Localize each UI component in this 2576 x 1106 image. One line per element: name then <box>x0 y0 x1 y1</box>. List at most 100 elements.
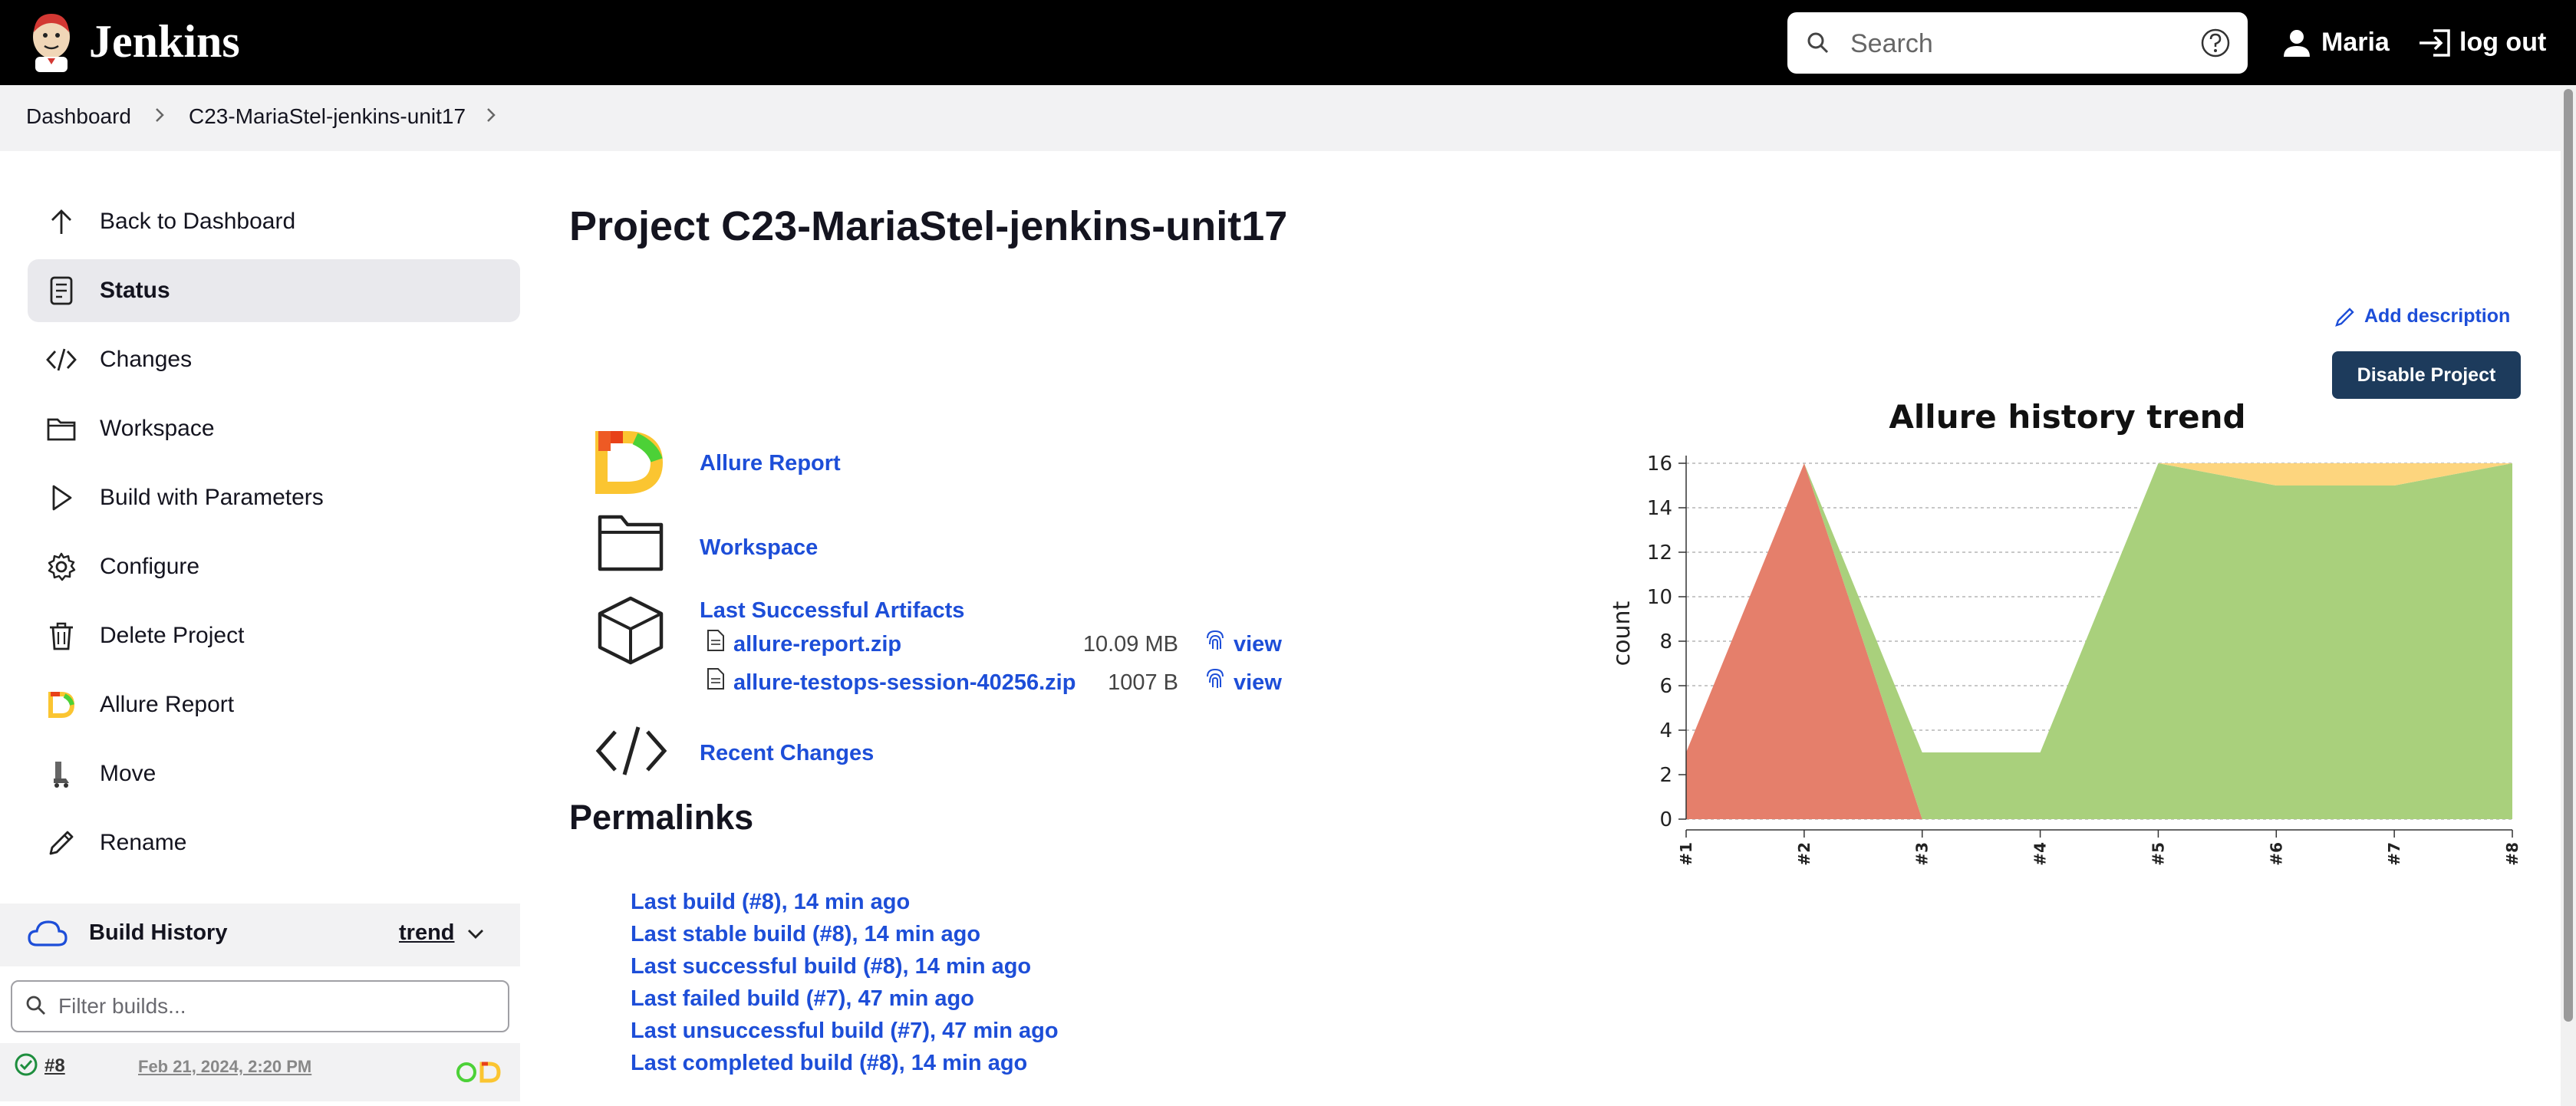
fingerprint-icon[interactable] <box>1204 667 1226 690</box>
sidebar-item-delete-project[interactable]: Delete Project <box>28 604 520 667</box>
pencil-icon <box>49 831 74 855</box>
y-tick-label: 16 <box>1647 453 1672 476</box>
y-tick-label: 14 <box>1647 497 1672 520</box>
artifact-size: 1007 B <box>1108 670 1178 695</box>
chart-areas <box>1686 463 2512 819</box>
user-name[interactable]: Maria <box>2321 28 2390 57</box>
add-description-label: Add description <box>2364 305 2511 327</box>
sidebar-item-back-to-dashboard[interactable]: Back to Dashboard <box>28 190 520 253</box>
y-tick-label: 12 <box>1647 541 1672 565</box>
filter-builds-box[interactable] <box>11 980 509 1032</box>
sidebar-item-label: Back to Dashboard <box>100 209 296 234</box>
disable-project-button[interactable]: Disable Project <box>2332 351 2521 399</box>
series-area <box>1686 463 2512 819</box>
allure-icon <box>48 692 75 718</box>
permalinks-heading: Permalinks <box>569 798 754 837</box>
code-icon[interactable] <box>595 724 667 778</box>
sidebar-item-label: Changes <box>100 347 193 372</box>
search-box[interactable] <box>1787 12 2248 74</box>
sidebar-item-build-with-parameters[interactable]: Build with Parameters <box>28 466 520 529</box>
chevron-down-icon[interactable] <box>465 925 486 943</box>
x-tick-label: #2 <box>1795 842 1813 865</box>
sidebar-item-label: Workspace <box>100 416 215 441</box>
sidebar-item-label: Move <box>100 761 156 786</box>
page-title: Project C23-MariaStel-jenkins-unit17 <box>569 203 1288 249</box>
permalink-item[interactable]: Last failed build (#7), 47 min ago <box>631 986 974 1011</box>
search-icon <box>26 996 45 1015</box>
folder-icon[interactable] <box>595 512 666 574</box>
permalink-item[interactable]: Last successful build (#8), 14 min ago <box>631 954 1032 979</box>
scrollbar-thumb[interactable] <box>2564 89 2573 1022</box>
y-tick-label: 10 <box>1647 586 1672 609</box>
allure-report-logo[interactable] <box>595 431 666 494</box>
chart-y-axis-label: count <box>1609 601 1636 666</box>
brand-name[interactable]: Jenkins <box>89 16 240 67</box>
filter-builds-input[interactable] <box>57 988 497 1025</box>
chart-title: Allure history trend <box>1889 398 2245 436</box>
build-history-header <box>0 904 520 966</box>
success-icon <box>15 1053 38 1076</box>
logout-icon[interactable] <box>2418 28 2453 58</box>
x-tick-label: #5 <box>2149 842 2167 865</box>
artifact-view-link[interactable]: view <box>1234 632 1282 657</box>
folder-icon <box>47 418 76 441</box>
y-tick-label: 6 <box>1659 675 1672 698</box>
file-icon <box>707 630 724 651</box>
build-history-trend-link[interactable]: trend <box>399 920 455 945</box>
artifact-view-link[interactable]: view <box>1234 670 1282 695</box>
file-icon <box>707 668 724 690</box>
x-tick-label: #4 <box>2031 842 2050 865</box>
code-icon <box>46 348 77 371</box>
artifact-link[interactable]: allure-testops-session-40256.zip <box>733 670 1076 695</box>
sidebar-item-label: Allure Report <box>100 692 235 717</box>
sidebar-item-move[interactable]: Move <box>28 742 520 805</box>
permalink-item[interactable]: Last build (#8), 14 min ago <box>631 890 911 914</box>
sidebar-item-label: Configure <box>100 554 200 579</box>
help-icon[interactable] <box>2200 28 2231 58</box>
last-successful-artifacts-link[interactable]: Last Successful Artifacts <box>700 598 965 623</box>
build-number-link[interactable]: #8 <box>44 1055 65 1076</box>
x-tick-label: #7 <box>2385 842 2403 865</box>
sidebar-item-status[interactable]: Status <box>28 259 520 322</box>
permalink-item[interactable]: Last unsuccessful build (#7), 47 min ago <box>631 1019 1059 1043</box>
user-icon[interactable] <box>2281 28 2312 58</box>
sidebar-item-label: Status <box>100 278 170 303</box>
allure-history-trend-chart[interactable]: Allure history trend count 0 2 4 6 8 10 12 14 16… <box>1603 390 2532 865</box>
sidebar-item-allure-report[interactable]: Allure Report <box>28 673 520 736</box>
y-tick-label: 4 <box>1659 719 1672 742</box>
permalink-item[interactable]: Last completed build (#8), 14 min ago <box>631 1051 1028 1075</box>
breadcrumb-dashboard[interactable]: Dashboard <box>26 104 131 128</box>
breadcrumb <box>0 85 2561 151</box>
package-icon[interactable] <box>597 595 664 666</box>
y-tick-label: 2 <box>1659 764 1672 787</box>
chevron-right-icon[interactable] <box>152 106 167 124</box>
search-input[interactable] <box>1849 21 2174 66</box>
sidebar-item-workspace[interactable]: Workspace <box>28 397 520 460</box>
build-date-link[interactable]: Feb 21, 2024, 2:20 PM <box>138 1057 312 1076</box>
permalink-item[interactable]: Last stable build (#8), 14 min ago <box>631 922 981 946</box>
allure-icon[interactable] <box>456 1060 503 1085</box>
move-icon <box>54 762 69 788</box>
artifact-link[interactable]: allure-report.zip <box>733 632 902 657</box>
fingerprint-icon[interactable] <box>1204 629 1226 652</box>
arrow-up-icon <box>51 209 71 234</box>
artifact-size: 10.09 MB <box>1082 632 1178 657</box>
sidebar-item-configure[interactable]: Configure <box>28 535 520 598</box>
jenkins-logo[interactable] <box>26 11 77 74</box>
y-tick-label: 8 <box>1659 630 1672 653</box>
breadcrumb-project[interactable]: C23-MariaStel-jenkins-unit17 <box>189 104 466 128</box>
gear-icon <box>48 552 76 581</box>
build-row[interactable] <box>0 1043 520 1101</box>
chevron-right-icon[interactable] <box>483 106 499 124</box>
cloud-icon <box>28 920 68 946</box>
search-icon <box>1807 32 1829 54</box>
sidebar-item-changes[interactable]: Changes <box>28 328 520 391</box>
workspace-link[interactable]: Workspace <box>700 535 819 560</box>
recent-changes-link[interactable]: Recent Changes <box>700 741 875 765</box>
add-description-link[interactable]: Add description <box>2335 305 2511 328</box>
chart-axes: 0 2 4 6 8 10 12 14 16 #1 #2 #3 #4 #5 #6 #7 #8 <box>1647 453 2522 865</box>
sidebar-item-rename[interactable]: Rename <box>28 811 520 874</box>
logout-link[interactable]: log out <box>2459 28 2547 57</box>
x-tick-label: #6 <box>2267 842 2285 865</box>
allure-report-link[interactable]: Allure Report <box>700 451 841 476</box>
